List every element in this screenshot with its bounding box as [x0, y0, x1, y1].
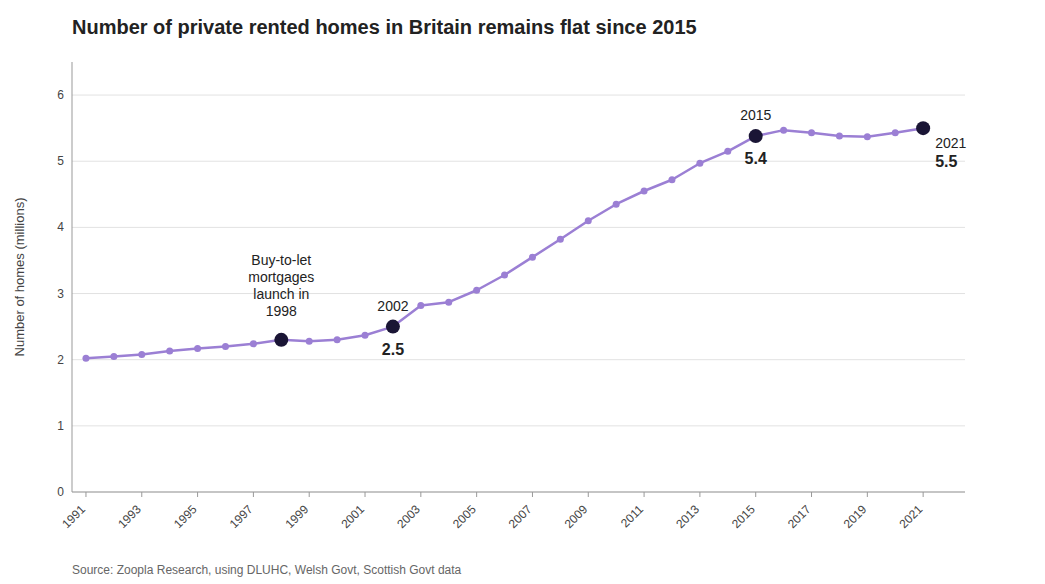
highlight-point: [749, 129, 763, 143]
x-tick: [141, 492, 142, 497]
x-tick: [85, 492, 86, 497]
point: [724, 148, 731, 155]
x-tick: [532, 492, 533, 497]
y-tick-label: 5: [57, 154, 64, 168]
point: [110, 353, 117, 360]
line: [86, 128, 923, 358]
annotation: 2015: [740, 107, 771, 123]
point: [585, 217, 592, 224]
value-label: 5.5: [935, 153, 957, 170]
annotations: Buy-to-letmortgageslaunch in1998 2002 2.5 2…: [248, 107, 966, 358]
x-tick: [699, 492, 700, 497]
annotation: Buy-to-letmortgageslaunch in1998: [248, 252, 314, 319]
point: [641, 188, 648, 195]
title: Number of private rented homes in Britai…: [72, 16, 697, 38]
point: [836, 133, 843, 140]
grid-line: [72, 492, 965, 493]
x-tick: [867, 492, 868, 497]
point: [166, 348, 173, 355]
point: [334, 336, 341, 343]
x-tick: [197, 492, 198, 497]
x-tick: [365, 492, 366, 497]
x-tick-label: 2011: [618, 502, 646, 530]
x-tick-label: 1995: [171, 502, 200, 531]
annotation-line: 1998: [266, 303, 297, 319]
value-label: 5.4: [745, 150, 767, 167]
x-tick-label: 2007: [506, 502, 535, 531]
grid-line: [72, 227, 965, 228]
point: [892, 129, 899, 136]
chart: Number of private rented homes in Britai…: [0, 0, 1045, 584]
annotation: 2021: [935, 135, 966, 151]
point: [529, 254, 536, 261]
annotation-line: mortgages: [248, 269, 314, 285]
highlight-point: [386, 320, 400, 334]
x-tick-label: 2019: [841, 502, 870, 531]
annotation: 2002: [377, 298, 408, 314]
point: [194, 345, 201, 352]
x-tick: [253, 492, 254, 497]
point: [501, 272, 508, 279]
x-tick-label: 1991: [59, 502, 88, 531]
grid: [72, 95, 965, 492]
y-tick-label: 2: [57, 353, 64, 367]
x-tick-label: 2003: [394, 502, 423, 531]
x-tick: [588, 492, 589, 497]
x-tick: [309, 492, 310, 497]
grid-line: [72, 161, 965, 162]
point: [613, 201, 620, 208]
grid-line: [72, 359, 965, 360]
point: [222, 343, 229, 350]
x-tick-label: 2015: [729, 502, 758, 531]
y-tick-label: 3: [57, 287, 64, 301]
point: [557, 236, 564, 243]
point: [864, 133, 871, 140]
grid-line: [72, 425, 965, 426]
grid-line: [72, 293, 965, 294]
x-tick-label: 2001: [338, 502, 367, 531]
value-label: 2.5: [382, 341, 404, 358]
y-tick-label: 0: [57, 485, 64, 499]
x-tick: [811, 492, 812, 497]
grid-line: [72, 95, 965, 96]
x-tick-label: 2009: [562, 502, 591, 531]
source: Source: Zoopla Research, using DLUHC, We…: [72, 563, 462, 577]
y-axis-line: [72, 62, 73, 492]
point: [473, 287, 480, 294]
y-tick-label: 4: [57, 220, 64, 234]
x-tick: [923, 492, 924, 497]
x-tick: [755, 492, 756, 497]
x-tick: [644, 492, 645, 497]
point: [138, 351, 145, 358]
annotation-line: launch in: [253, 286, 309, 302]
x-tick-label: 2005: [450, 502, 479, 531]
x-tick-label: 2013: [673, 502, 702, 531]
point: [417, 302, 424, 309]
point: [808, 129, 815, 136]
x-tick-label: 1999: [283, 502, 312, 531]
point: [362, 332, 369, 339]
background: [0, 0, 1045, 584]
x-axis-line: [72, 492, 965, 493]
y-tick-label: 6: [57, 88, 64, 102]
x-tick-label: 2021: [896, 502, 925, 531]
point: [306, 338, 313, 345]
point: [445, 299, 452, 306]
point: [250, 340, 257, 347]
x-tick-label: 2017: [785, 502, 814, 531]
plot-data: [82, 121, 930, 362]
point: [780, 127, 787, 134]
x-tick-label: 1997: [227, 502, 256, 531]
x-tick: [476, 492, 477, 497]
point: [668, 176, 675, 183]
point: [82, 355, 89, 362]
highlight-point: [274, 333, 288, 347]
point: [696, 160, 703, 167]
highlight-point: [916, 121, 930, 135]
annotation-line: Buy-to-let: [251, 252, 311, 268]
x-tick: [420, 492, 421, 497]
x-tick-label: 1993: [115, 502, 144, 531]
y-tick-label: 1: [57, 419, 64, 433]
y-axis-label: Number of homes (millions): [12, 198, 27, 357]
